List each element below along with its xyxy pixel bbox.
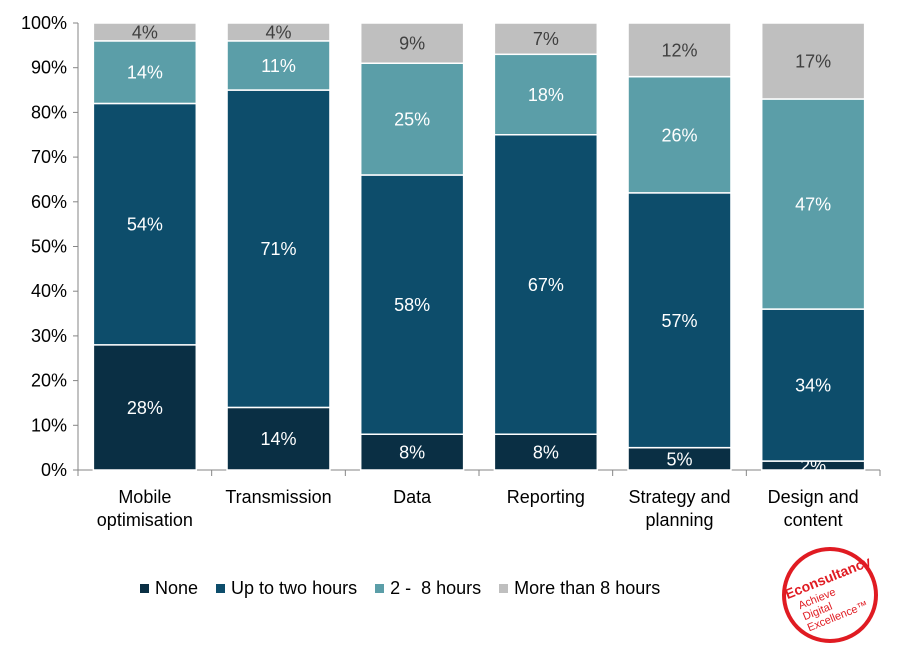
- y-tick-label: 50%: [31, 237, 67, 257]
- y-tick-label: 10%: [31, 415, 67, 435]
- x-category-label: Data: [393, 487, 432, 507]
- legend-label-2-8-hours: 2 - 8 hours: [390, 578, 482, 598]
- bar-segment: [359, 22, 465, 64]
- y-tick-label: 90%: [31, 58, 67, 78]
- x-category-label: content: [784, 510, 843, 530]
- bar-segment: [627, 75, 732, 194]
- data-label: 18%: [528, 85, 564, 105]
- legend-swatch-more-than-8-hours: [499, 584, 509, 593]
- bar-segment: [226, 22, 331, 42]
- legend-item-2-8-hours: 2 - 8 hours: [375, 578, 481, 599]
- bar-segment: [92, 344, 198, 471]
- data-label: 34%: [795, 376, 831, 396]
- data-label: 8%: [533, 443, 559, 463]
- y-tick-label: 40%: [31, 281, 67, 301]
- bar-segment: [92, 102, 198, 346]
- y-tick-label: 20%: [31, 371, 67, 391]
- x-category-label: Transmission: [225, 487, 331, 507]
- x-category-label: Strategy and: [628, 487, 730, 507]
- x-category-label: planning: [645, 510, 713, 530]
- bar-segment: [359, 433, 465, 471]
- logo-text: Econsultancy Achieve Digital Excellence™: [783, 553, 874, 634]
- y-tick-label: 0%: [41, 460, 67, 480]
- legend-label-up-to-two-hours: Up to two hours: [231, 578, 358, 598]
- data-label: 14%: [127, 63, 163, 83]
- data-label: 8%: [399, 443, 425, 463]
- data-label: 11%: [261, 56, 296, 76]
- data-label: 57%: [661, 311, 697, 331]
- y-tick-label: 70%: [31, 147, 67, 167]
- data-label: 67%: [528, 275, 564, 295]
- y-tick-label: 60%: [31, 192, 67, 212]
- bar-segment: [493, 134, 599, 435]
- y-tick-label: 80%: [31, 102, 67, 122]
- legend-swatch-none: [140, 584, 149, 593]
- data-label: 26%: [661, 125, 697, 145]
- bar-segment: [493, 433, 599, 471]
- bar-segment: [226, 89, 331, 409]
- data-label: 71%: [260, 239, 296, 259]
- legend-item-none: None: [140, 578, 198, 599]
- bar-segment: [760, 98, 866, 310]
- x-category-label: Design and: [768, 487, 859, 507]
- bar-segment: [493, 53, 599, 136]
- bar-segment: [92, 40, 198, 105]
- x-category-label: Mobile: [118, 487, 171, 507]
- data-label: 5%: [666, 449, 692, 469]
- data-label: 9%: [399, 34, 425, 54]
- data-label: 4%: [265, 22, 291, 42]
- data-label: 25%: [394, 110, 430, 130]
- bar-segment: [627, 192, 732, 449]
- y-tick-label: 100%: [21, 13, 67, 33]
- logo-ring: [782, 547, 878, 643]
- data-label: 14%: [260, 429, 296, 449]
- bar-segment: [760, 22, 866, 100]
- data-label: 4%: [132, 22, 158, 42]
- data-label: 47%: [795, 195, 831, 215]
- legend-swatch-2-8-hours: [375, 584, 385, 593]
- data-label: 54%: [127, 215, 163, 235]
- bar-segment: [359, 62, 465, 176]
- data-label: 12%: [661, 40, 697, 60]
- data-label: 17%: [795, 51, 831, 71]
- bar-segment: [226, 40, 331, 91]
- bar-segment: [760, 308, 866, 462]
- bar-segment: [627, 22, 732, 78]
- x-category-label: optimisation: [97, 510, 193, 530]
- bar-segment: [226, 406, 331, 471]
- legend-swatch-up-to-two-hours: [216, 584, 226, 593]
- data-label: 58%: [394, 295, 430, 315]
- legend-label-more-than-8-hours: More than 8 hours: [514, 578, 661, 598]
- legend-item-up-to-two-hours: Up to two hours: [216, 578, 357, 599]
- bar-segment: [493, 22, 599, 56]
- econsultancy-logo: Econsultancy Achieve Digital Excellence™: [782, 547, 878, 643]
- data-label: 7%: [533, 29, 559, 49]
- bar-segment: [92, 22, 198, 42]
- legend: None Up to two hours 2 - 8 hours More th…: [140, 578, 678, 599]
- y-tick-label: 30%: [31, 326, 67, 346]
- data-label: 28%: [127, 398, 163, 418]
- x-category-label: Reporting: [507, 487, 585, 507]
- legend-label-none: None: [155, 578, 199, 598]
- legend-item-more-than-8-hours: More than 8 hours: [499, 578, 660, 599]
